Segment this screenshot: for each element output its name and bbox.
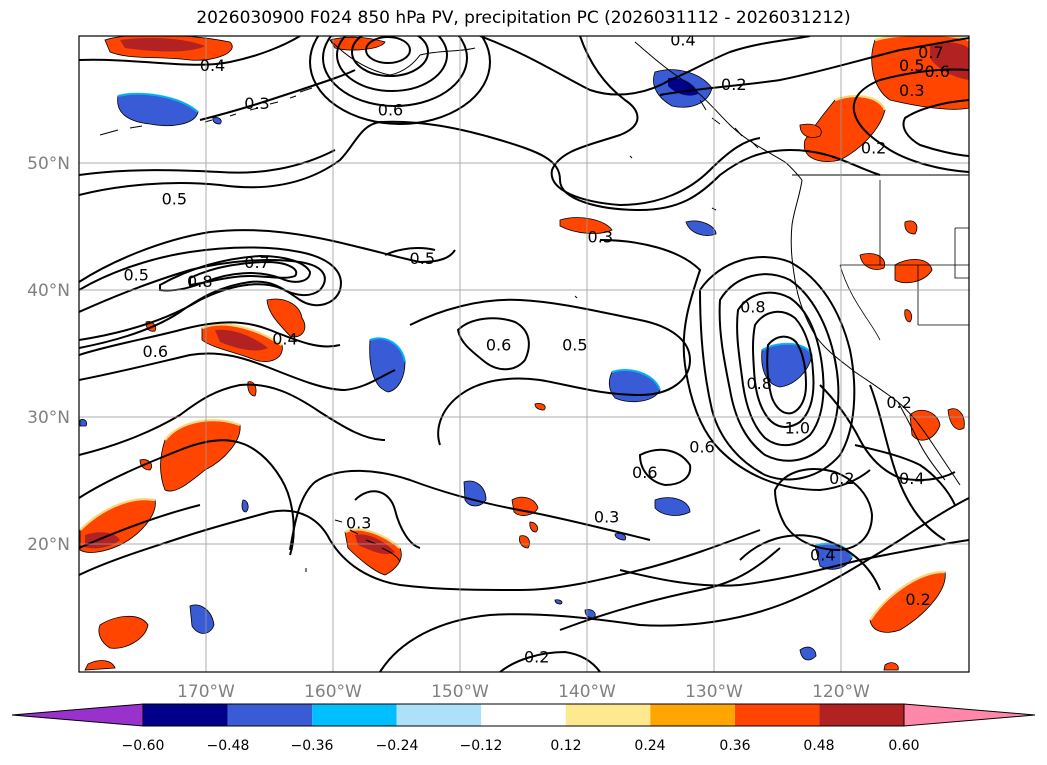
contour-label: 0.6	[378, 100, 403, 119]
colorbar-swatch	[481, 704, 566, 726]
contour-label: 0.6	[689, 437, 714, 456]
graticule	[79, 36, 969, 672]
precip-weak-positive-rims	[79, 36, 969, 621]
contour-label: 0.4	[670, 30, 695, 49]
contour-label: 0.2	[721, 75, 746, 94]
contour-label: 0.5	[562, 336, 587, 355]
lon-tick-label: 160°W	[304, 682, 362, 702]
colorbar-upper-extension	[903, 703, 1036, 727]
contour-label: 0.4	[200, 56, 225, 75]
colorbar-tick-label: 0.48	[803, 738, 834, 754]
contour-labels: 0.40.3 0.60.40.20.70.5 0.60.30.20.50.30.50…	[123, 30, 949, 666]
plot-frame	[78, 35, 970, 673]
colorbar-frame	[142, 703, 905, 727]
contour-label: 0.8	[740, 297, 765, 316]
contour-label: 0.2	[886, 393, 911, 412]
lat-tick-label: 50°N	[27, 154, 70, 174]
colorbar-tick-label: −0.24	[376, 738, 419, 754]
contour-label: 0.4	[899, 469, 924, 488]
contour-label: 0.3	[899, 81, 924, 100]
colorbar-tick-labels: −0.60 −0.48 −0.36 −0.24 −0.12 0.12 0.24 …	[122, 738, 920, 754]
longitude-tick-labels: 170°W 160°W 150°W 140°W 130°W 120°W	[177, 682, 870, 702]
colorbar-tick-label: 0.36	[719, 738, 750, 754]
lon-tick-label: 170°W	[177, 682, 235, 702]
lon-tick-label: 150°W	[431, 682, 489, 702]
colorbar-tick-label: 0.24	[634, 738, 665, 754]
contour-label: 0.4	[272, 329, 297, 348]
colorbar-swatch	[565, 704, 651, 726]
contour-label: 0.5	[123, 266, 148, 285]
colorbar-tick-label: −0.36	[291, 738, 334, 754]
contour-label: 0.3	[244, 94, 269, 113]
colorbar-swatch	[650, 704, 735, 726]
colorbar: −0.60 −0.48 −0.36 −0.24 −0.12 0.12 0.24 …	[11, 703, 1036, 754]
colorbar-swatch	[734, 704, 820, 726]
lat-tick-label: 20°N	[27, 535, 70, 555]
colorbar-tick-label: −0.60	[122, 738, 165, 754]
lat-tick-label: 30°N	[27, 408, 70, 428]
colorbar-swatch	[312, 704, 397, 726]
contour-label: 0.5	[899, 56, 924, 75]
contour-label: 0.7	[244, 253, 269, 272]
colorbar-swatch	[227, 704, 313, 726]
colorbar-tick-label: 0.60	[888, 738, 919, 754]
pv-contours	[79, 36, 969, 672]
contour-label: 0.6	[632, 463, 657, 482]
contour-label: 0.4	[810, 546, 835, 565]
colorbar-swatch	[143, 704, 228, 726]
map-title: 2026030900 F024 850 hPa PV, precipitatio…	[196, 8, 851, 28]
colorbar-swatches	[11, 703, 1036, 727]
colorbar-lower-extension	[11, 703, 144, 727]
contour-label: 0.5	[162, 189, 187, 208]
contour-label: 0.2	[829, 469, 854, 488]
colorbar-swatch	[396, 704, 482, 726]
contour-label: 0.6	[486, 336, 511, 355]
contour-label: 0.2	[524, 647, 549, 666]
contour-label: 0.2	[905, 590, 930, 609]
latitude-tick-labels: 50°N 40°N 30°N 20°N	[27, 154, 70, 555]
colorbar-tick-label: −0.48	[207, 738, 250, 754]
lon-tick-label: 130°W	[685, 682, 743, 702]
colorbar-tick-label: −0.12	[460, 738, 503, 754]
contour-label: 0.3	[588, 228, 613, 247]
contour-label: 1.0	[785, 418, 810, 437]
contour-label: 0.3	[346, 514, 371, 533]
contour-label: 0.8	[746, 374, 771, 393]
colorbar-swatch	[819, 704, 904, 726]
contour-label: 0.7	[918, 43, 943, 62]
contour-label: 0.3	[594, 507, 619, 526]
contour-label: 0.2	[861, 138, 886, 157]
contour-label: 0.8	[187, 272, 212, 291]
lon-tick-label: 120°W	[812, 682, 870, 702]
colorbar-tick-label: 0.12	[550, 738, 581, 754]
contour-label: 0.6	[143, 342, 168, 361]
contour-label: 0.6	[924, 62, 949, 81]
contour-label: 0.5	[410, 249, 435, 268]
lon-tick-label: 140°W	[558, 682, 616, 702]
lat-tick-label: 40°N	[27, 281, 70, 301]
